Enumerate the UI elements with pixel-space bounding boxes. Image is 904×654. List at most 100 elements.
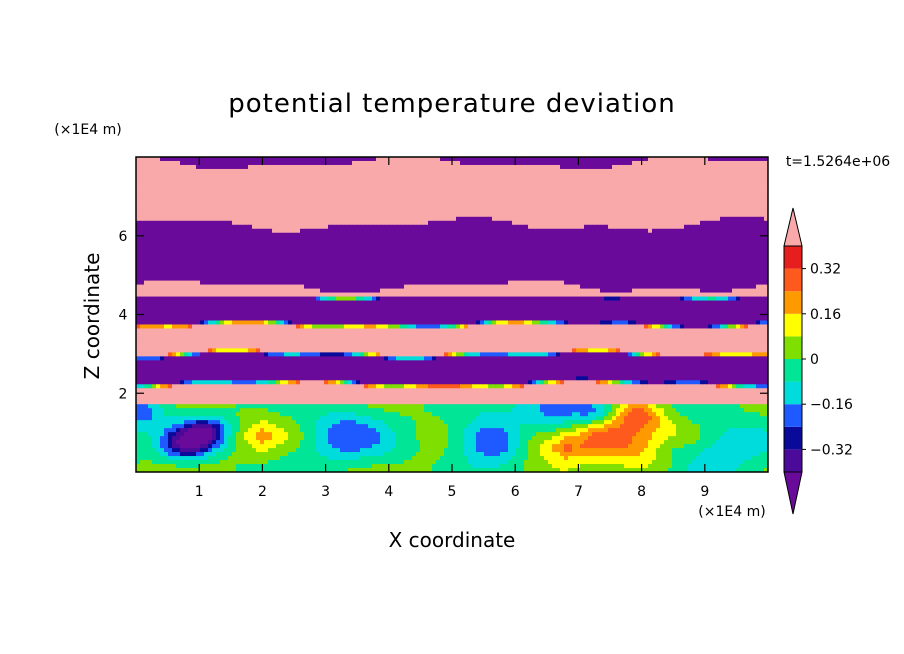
field-cell	[736, 184, 741, 190]
field-cell	[444, 264, 449, 270]
field-cell	[564, 188, 569, 194]
field-cell	[428, 272, 433, 278]
field-cell	[652, 208, 657, 214]
field-cell	[660, 160, 665, 166]
field-cell	[680, 208, 685, 214]
field-cell	[524, 220, 529, 226]
field-cell	[756, 168, 761, 174]
field-cell	[536, 188, 541, 194]
field-cell	[144, 157, 149, 162]
field-cell	[740, 232, 745, 238]
field-cell	[696, 192, 701, 198]
field-cell	[428, 236, 433, 242]
field-cell	[592, 232, 597, 238]
field-cell	[648, 256, 653, 262]
field-cell	[504, 176, 509, 182]
field-cell	[364, 168, 369, 174]
field-cell	[620, 192, 625, 198]
field-cell	[484, 256, 489, 262]
field-cell	[752, 216, 757, 222]
field-cell	[212, 168, 217, 174]
field-cell	[236, 256, 241, 262]
field-cell	[420, 224, 425, 230]
field-cell	[524, 164, 529, 170]
field-cell	[340, 240, 345, 246]
field-cell	[732, 168, 737, 174]
field-cell	[428, 232, 433, 238]
field-cell	[136, 192, 141, 198]
field-cell	[660, 188, 665, 194]
field-cell	[188, 220, 193, 226]
field-cell	[452, 168, 457, 174]
field-cell	[616, 244, 621, 250]
field-cell	[488, 160, 493, 166]
field-cell	[252, 212, 257, 218]
field-cell	[300, 252, 305, 258]
field-cell	[488, 272, 493, 278]
field-cell	[252, 260, 257, 266]
field-cell	[176, 280, 181, 286]
field-cell	[144, 216, 149, 222]
field-cell	[540, 224, 545, 230]
field-cell	[272, 264, 277, 270]
field-cell	[512, 164, 517, 170]
field-cell	[644, 208, 649, 214]
field-cell	[556, 256, 561, 262]
field-cell	[392, 260, 397, 266]
field-cell	[388, 276, 393, 282]
field-cell	[524, 204, 529, 210]
field-cell	[144, 232, 149, 238]
field-cell	[700, 192, 705, 198]
field-cell	[744, 192, 749, 198]
field-cell	[400, 157, 405, 162]
field-cell	[612, 256, 617, 262]
field-cell	[540, 276, 545, 282]
field-cell	[656, 240, 661, 246]
field-cell	[644, 168, 649, 174]
field-cell	[484, 212, 489, 218]
field-cell	[424, 276, 429, 282]
field-cell	[284, 208, 289, 214]
field-cell	[456, 224, 461, 230]
field-cell	[140, 196, 145, 202]
field-cell	[248, 216, 253, 222]
field-cell	[692, 157, 697, 162]
field-cell	[140, 248, 145, 254]
field-cell	[284, 160, 289, 166]
field-cell	[480, 204, 485, 210]
field-cell	[140, 188, 145, 194]
field-cell	[300, 192, 305, 198]
field-cell	[744, 256, 749, 262]
field-cell	[536, 160, 541, 166]
field-cell	[492, 252, 497, 258]
field-cell	[656, 157, 661, 162]
field-cell	[488, 248, 493, 254]
field-cell	[136, 204, 141, 210]
field-cell	[140, 200, 145, 206]
field-cell	[452, 228, 457, 234]
field-cell	[752, 160, 757, 166]
field-cell	[168, 280, 173, 286]
field-cell	[396, 280, 401, 286]
field-cell	[348, 157, 353, 162]
field-cell	[464, 224, 469, 230]
field-cell	[552, 204, 557, 210]
field-cell	[152, 276, 157, 282]
field-cell	[564, 224, 569, 230]
field-cell	[756, 188, 761, 194]
field-cell	[744, 180, 749, 186]
field-cell	[552, 176, 557, 182]
field-cell	[268, 252, 273, 258]
field-cell	[420, 256, 425, 262]
field-cell	[720, 204, 725, 210]
field-cell	[484, 188, 489, 194]
field-cell	[472, 240, 477, 246]
field-cell	[164, 184, 169, 190]
field-cell	[764, 276, 768, 282]
field-cell	[732, 164, 737, 170]
field-cell	[244, 260, 249, 266]
field-cell	[512, 204, 517, 210]
field-cell	[440, 208, 445, 214]
field-cell	[708, 168, 713, 174]
field-cell	[568, 256, 573, 262]
